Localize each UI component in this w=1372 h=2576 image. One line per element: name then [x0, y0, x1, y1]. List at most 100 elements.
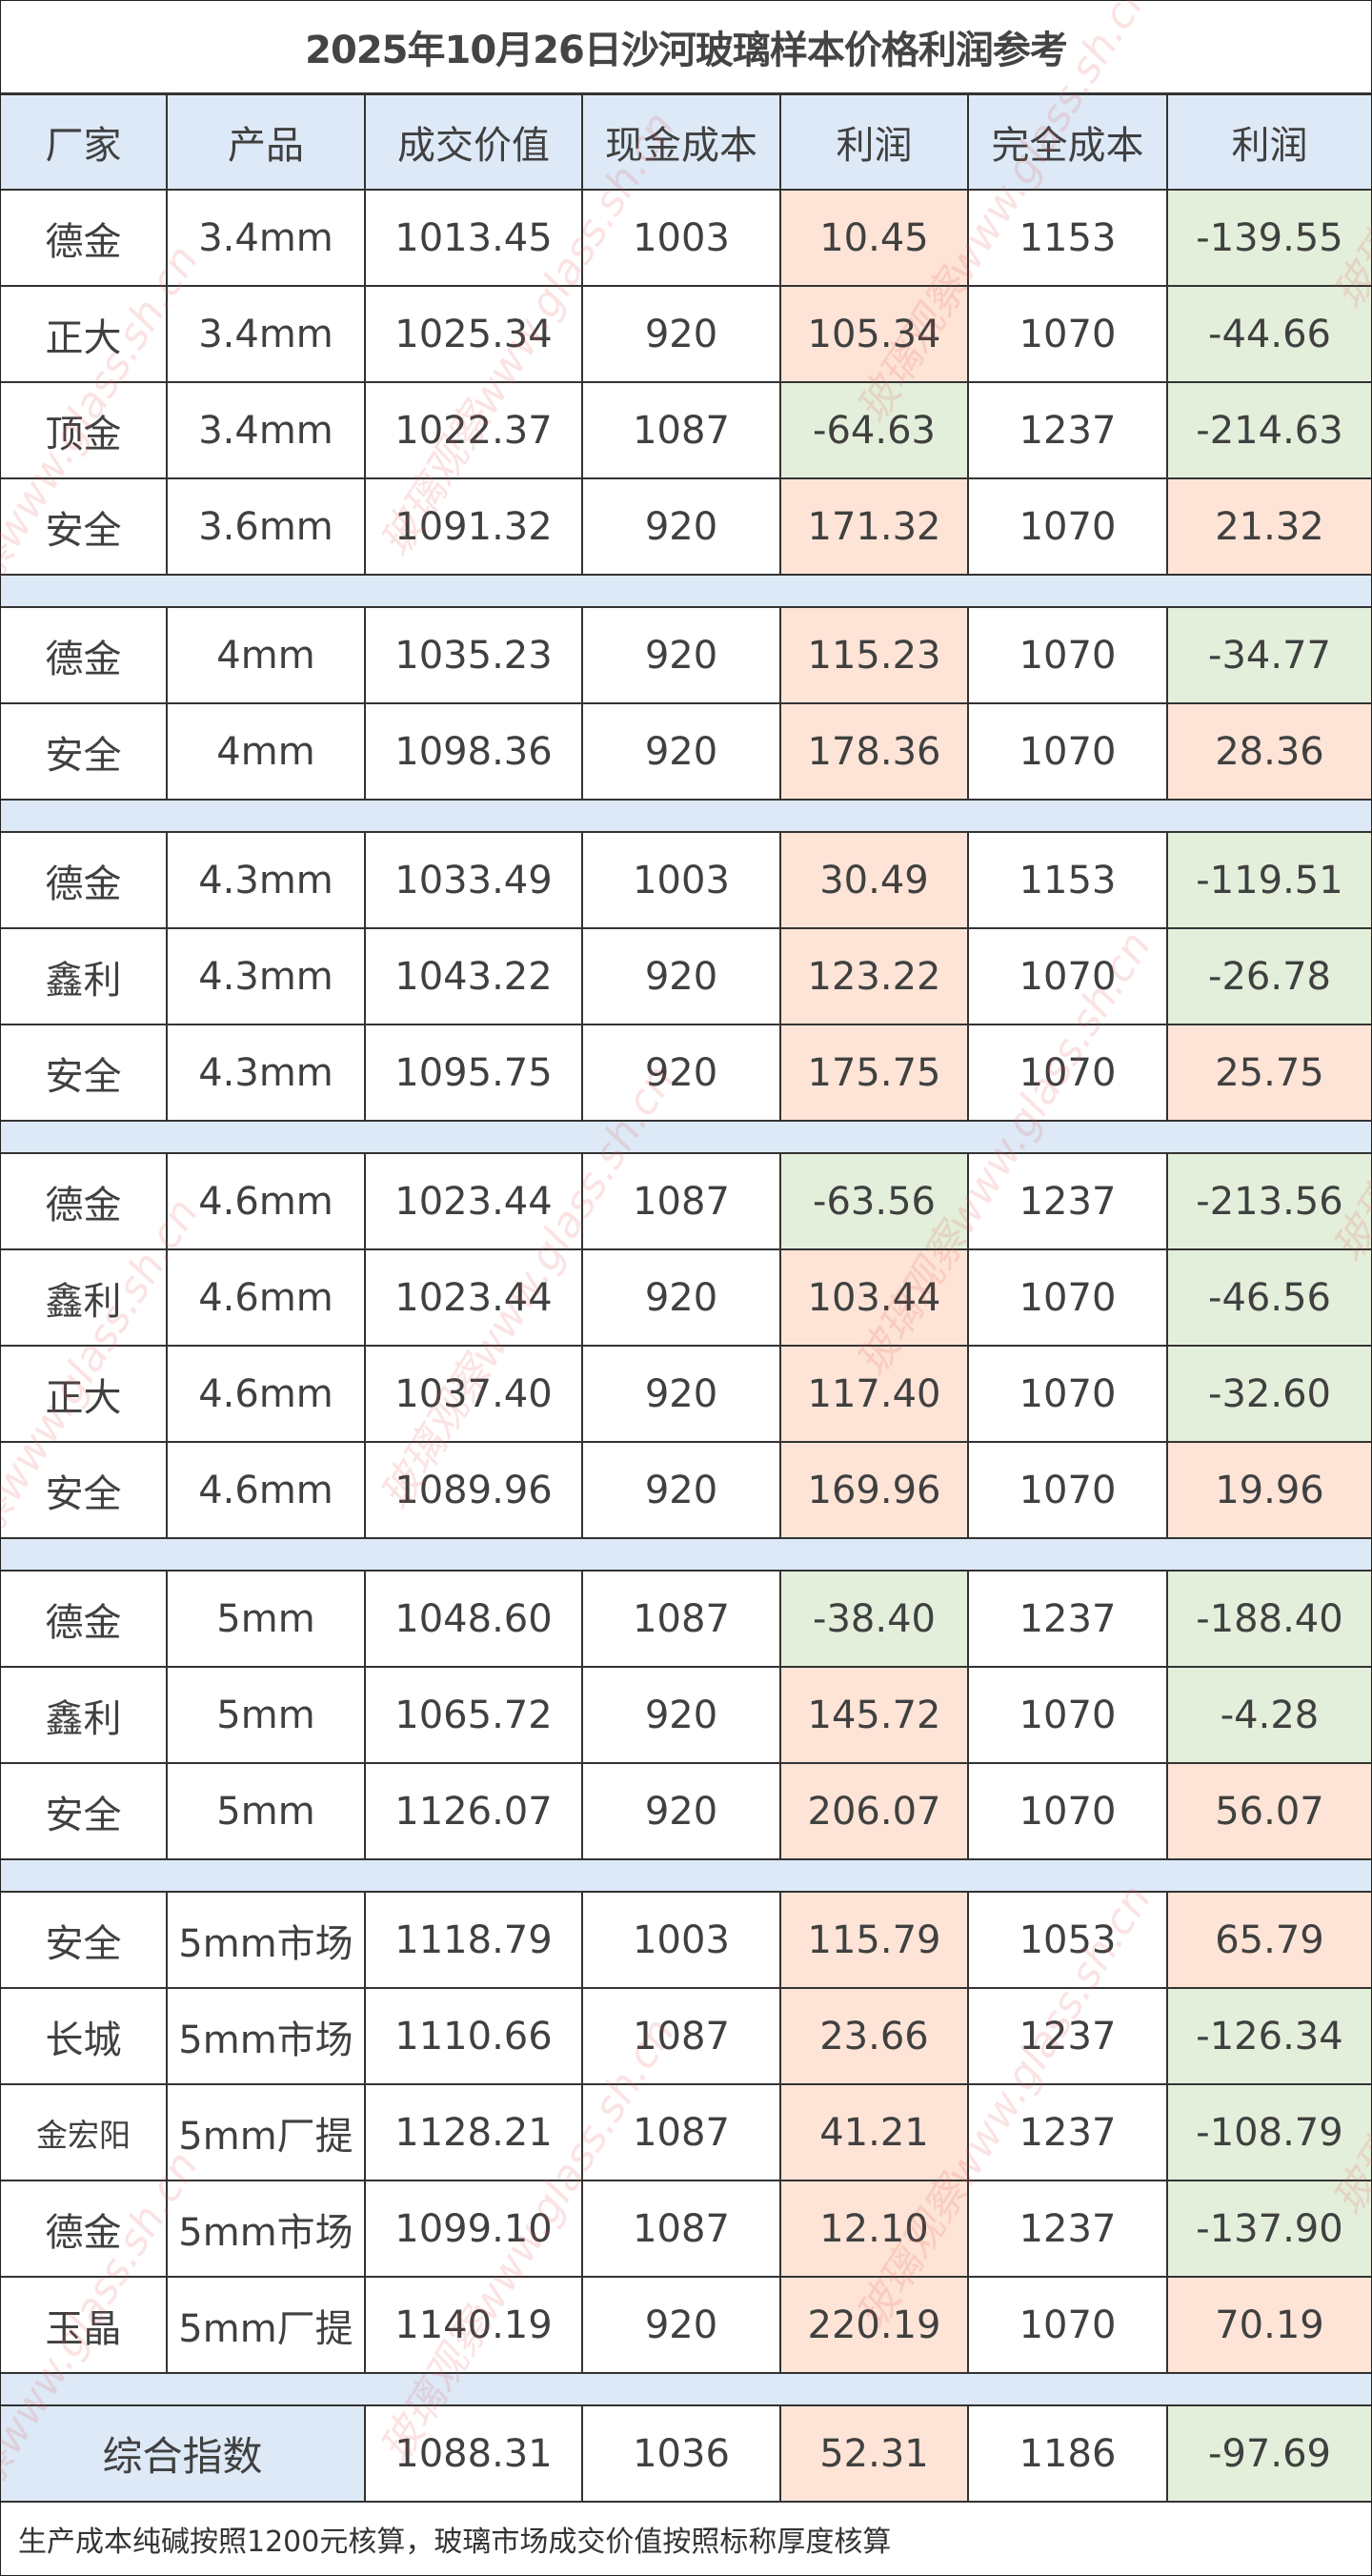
header-product: 产品	[168, 95, 366, 189]
cell-deal-value: 1035.23	[366, 608, 583, 702]
table-row: 金宏阳 5mm厂提 1128.21 1087 41.21 1237 -108.79	[1, 2085, 1371, 2181]
table-row: 安全 4.3mm 1095.75 920 175.75 1070 25.75	[1, 1025, 1371, 1122]
cell-cash-cost: 920	[583, 1025, 781, 1120]
cell-full-cost: 1153	[969, 191, 1168, 285]
cell-cash-profit: 10.45	[781, 191, 969, 285]
cell-manufacturer: 安全	[1, 1893, 168, 1987]
cell-cash-profit: 30.49	[781, 833, 969, 927]
cell-cash-cost: 1087	[583, 1989, 781, 2083]
cell-deal-value: 1095.75	[366, 1025, 583, 1120]
table-row: 长城 5mm市场 1110.66 1087 23.66 1237 -126.34	[1, 1989, 1371, 2085]
cell-full-profit: -214.63	[1168, 383, 1371, 477]
cell-product: 3.6mm	[168, 479, 366, 574]
cell-manufacturer: 安全	[1, 479, 168, 574]
table-row: 安全 4mm 1098.36 920 178.36 1070 28.36	[1, 704, 1371, 801]
table-row: 鑫利 5mm 1065.72 920 145.72 1070 -4.28	[1, 1668, 1371, 1764]
cell-cash-cost: 920	[583, 287, 781, 381]
cell-product: 4.3mm	[168, 1025, 366, 1120]
table-row: 玉晶 5mm厂提 1140.19 920 220.19 1070 70.19	[1, 2278, 1371, 2374]
header-full-cost: 完全成本	[969, 95, 1168, 189]
cell-manufacturer: 德金	[1, 608, 168, 702]
cell-cash-profit: 178.36	[781, 704, 969, 799]
table-title: 2025年10月26日沙河玻璃样本价格利润参考	[1, 1, 1371, 95]
cell-full-profit: -34.77	[1168, 608, 1371, 702]
cell-deal-value: 1110.66	[366, 1989, 583, 2083]
cell-full-cost: 1070	[969, 704, 1168, 799]
cell-product: 5mm厂提	[168, 2085, 366, 2180]
cell-cash-profit: 115.23	[781, 608, 969, 702]
cell-full-cost: 1237	[969, 1989, 1168, 2083]
cell-cash-cost: 920	[583, 1764, 781, 1858]
header-deal-value: 成交价值	[366, 95, 583, 189]
cell-cash-profit: -38.40	[781, 1572, 969, 1666]
table-body: 厂家 产品 成交价值 现金成本 利润 完全成本 利润 德金 3.4mm 1013.45 1003 10…	[1, 95, 1371, 2503]
cell-cash-profit: 103.44	[781, 1250, 969, 1345]
cell-deal-value: 1048.60	[366, 1572, 583, 1666]
cell-manufacturer: 安全	[1, 1443, 168, 1537]
cell-product: 4.6mm	[168, 1347, 366, 1441]
cell-full-profit: -188.40	[1168, 1572, 1371, 1666]
table-row: 正大 3.4mm 1025.34 920 105.34 1070 -44.66	[1, 287, 1371, 383]
cell-deal-value: 1065.72	[366, 1668, 583, 1762]
cell-manufacturer: 正大	[1, 1347, 168, 1441]
header-full-profit: 利润	[1231, 124, 1308, 168]
cell-cash-profit: 169.96	[781, 1443, 969, 1537]
table-row: 德金 4mm 1035.23 920 115.23 1070 -34.77	[1, 608, 1371, 704]
cell-manufacturer: 长城	[1, 1989, 168, 2083]
cell-cash-cost: 920	[583, 1443, 781, 1537]
group-separator	[1, 1122, 1371, 1154]
cell-cash-profit: -64.63	[781, 383, 969, 477]
cell-cash-cost: 920	[583, 1250, 781, 1345]
header-manufacturer: 厂家	[1, 95, 168, 189]
cell-product: 5mm厂提	[168, 2278, 366, 2372]
cell-manufacturer: 正大	[1, 287, 168, 381]
cell-product: 5mm市场	[168, 1989, 366, 2083]
cell-product: 5mm	[168, 1668, 366, 1762]
cell-product: 3.4mm	[168, 191, 366, 285]
cell-full-profit: -46.56	[1168, 1250, 1371, 1345]
cell-full-profit: 19.96	[1168, 1443, 1371, 1537]
cell-product: 5mm	[168, 1572, 366, 1666]
table-row: 德金 5mm市场 1099.10 1087 12.10 1237 -137.90	[1, 2181, 1371, 2278]
cell-manufacturer: 德金	[1, 2181, 168, 2276]
cell-full-profit: 25.75	[1168, 1025, 1371, 1120]
cell-manufacturer: 德金	[1, 191, 168, 285]
group-separator	[1, 1860, 1371, 1893]
cell-cash-profit: 105.34	[781, 287, 969, 381]
cell-full-profit: -213.56	[1168, 1154, 1371, 1248]
cell-product: 4.3mm	[168, 833, 366, 927]
cell-full-cost: 1070	[969, 1668, 1168, 1762]
cell-cash-cost: 1003	[583, 1893, 781, 1987]
cell-full-profit: 28.36	[1168, 704, 1371, 799]
cell-deal-value: 1023.44	[366, 1154, 583, 1248]
cell-cash-cost: 1087	[583, 383, 781, 477]
cell-deal-value: 1128.21	[366, 2085, 583, 2180]
cell-full-cost: 1070	[969, 287, 1168, 381]
summary-deal-value: 1088.31	[366, 2406, 583, 2501]
cell-product: 4.3mm	[168, 929, 366, 1024]
header-cash-cost: 现金成本	[583, 95, 781, 189]
cell-deal-value: 1037.40	[366, 1347, 583, 1441]
table-row: 德金 3.4mm 1013.45 1003 10.45 1153 -139.55	[1, 191, 1371, 287]
cell-full-cost: 1070	[969, 1443, 1168, 1537]
cell-full-profit: -126.34	[1168, 1989, 1371, 2083]
cell-cash-cost: 1087	[583, 1154, 781, 1248]
table-row: 安全 4.6mm 1089.96 920 169.96 1070 19.96	[1, 1443, 1371, 1539]
cell-full-profit: -139.55	[1168, 191, 1371, 285]
cell-deal-value: 1025.34	[366, 287, 583, 381]
cell-cash-profit: 171.32	[781, 479, 969, 574]
cell-cash-cost: 920	[583, 929, 781, 1024]
cell-manufacturer: 玉晶	[1, 2278, 168, 2372]
cell-product: 3.4mm	[168, 383, 366, 477]
cell-full-cost: 1237	[969, 1572, 1168, 1666]
cell-full-profit: 56.07	[1168, 1764, 1371, 1858]
cell-full-profit: -44.66	[1168, 287, 1371, 381]
table-row: 鑫利 4.6mm 1023.44 920 103.44 1070 -46.56	[1, 1250, 1371, 1347]
cell-deal-value: 1091.32	[366, 479, 583, 574]
cell-deal-value: 1118.79	[366, 1893, 583, 1987]
cell-cash-cost: 1087	[583, 2085, 781, 2180]
cell-full-profit: -137.90	[1168, 2181, 1371, 2276]
cell-deal-value: 1023.44	[366, 1250, 583, 1345]
cell-full-cost: 1070	[969, 479, 1168, 574]
